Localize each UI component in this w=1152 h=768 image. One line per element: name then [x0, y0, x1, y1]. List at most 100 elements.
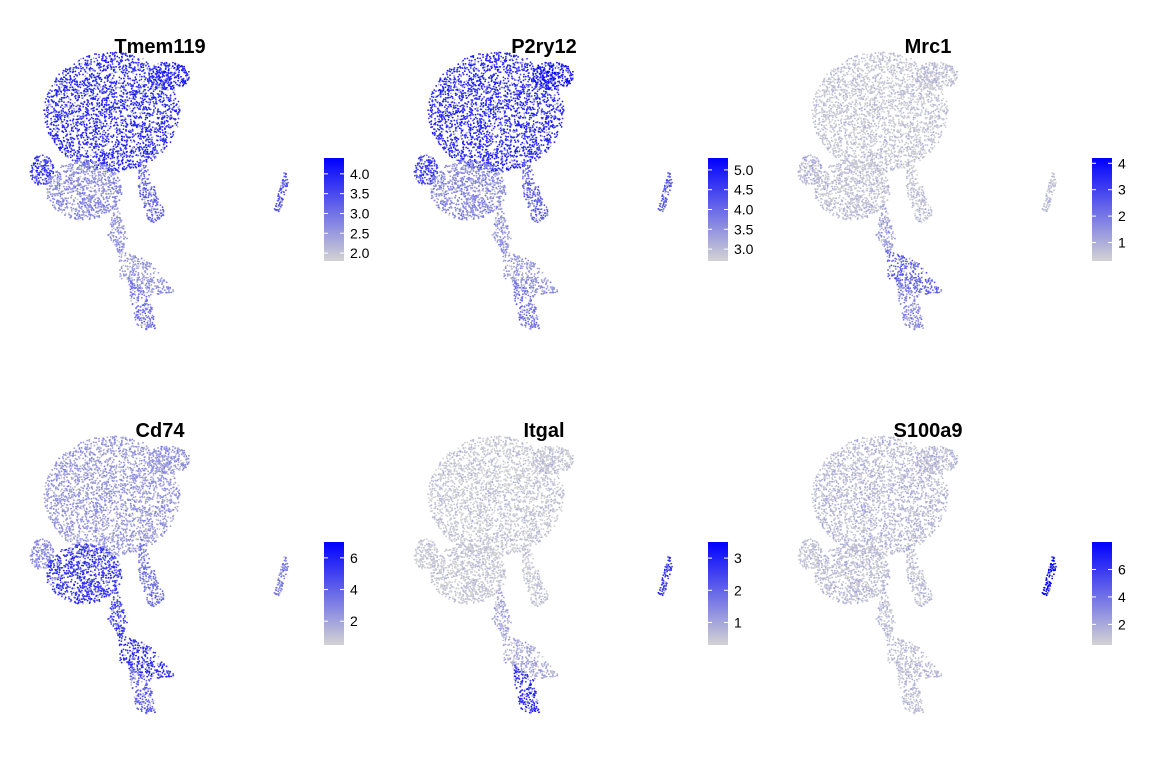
umap-points — [29, 51, 289, 331]
cell-point — [143, 206, 146, 209]
cell-point — [173, 105, 176, 108]
cell-point — [153, 130, 156, 133]
cell-point — [92, 89, 94, 91]
cell-point — [76, 193, 79, 196]
cell-point — [64, 68, 67, 70]
cell-point — [62, 139, 65, 142]
cell-point — [90, 84, 93, 87]
cell-point — [140, 296, 143, 299]
cell-point — [183, 65, 186, 68]
cell-point — [118, 107, 121, 109]
cell-point — [116, 151, 119, 153]
cell-point — [165, 63, 168, 66]
cell-point — [79, 123, 81, 125]
cell-point — [81, 94, 83, 97]
cell-point — [116, 207, 119, 210]
cell-point — [122, 264, 125, 267]
cell-point — [59, 176, 62, 178]
cell-point — [87, 105, 89, 108]
cell-point — [66, 179, 69, 182]
cell-point — [132, 270, 135, 272]
cell-point — [86, 159, 88, 162]
cell-point — [172, 99, 175, 102]
cell-point — [138, 122, 141, 125]
cell-point — [164, 128, 166, 131]
cell-point — [71, 71, 74, 74]
cell-point — [73, 162, 76, 165]
cell-point — [98, 130, 100, 133]
cell-point — [102, 174, 105, 176]
cell-point — [43, 160, 45, 162]
cell-point — [510, 99, 513, 102]
cell-point — [70, 181, 72, 184]
cell-point — [63, 126, 66, 129]
cell-point — [126, 82, 129, 85]
cell-point — [167, 97, 170, 99]
cell-point — [77, 118, 80, 121]
cell-point — [168, 124, 171, 127]
cell-point — [82, 84, 85, 87]
cell-point — [84, 204, 86, 207]
cell-point — [86, 93, 88, 95]
cell-point — [107, 61, 110, 64]
cell-point — [103, 114, 106, 116]
cell-point — [133, 79, 136, 82]
cell-point — [81, 83, 83, 86]
cell-point — [57, 203, 60, 206]
cell-point — [82, 112, 85, 115]
cell-point — [79, 70, 82, 72]
cell-point — [80, 102, 82, 104]
cell-point — [109, 57, 111, 59]
cell-point — [60, 98, 63, 101]
cell-point — [120, 231, 123, 234]
cell-point — [77, 98, 79, 101]
cell-point — [84, 110, 87, 113]
cell-point — [95, 156, 98, 159]
cell-point — [57, 85, 60, 88]
cell-point — [84, 166, 87, 168]
cell-point — [76, 160, 79, 163]
cell-point — [94, 70, 96, 72]
cell-point — [164, 93, 167, 96]
cell-point — [155, 156, 157, 159]
cell-point — [177, 117, 180, 120]
cell-point — [55, 181, 58, 183]
cell-point — [124, 139, 126, 142]
cell-point — [42, 182, 45, 185]
cell-point — [109, 188, 111, 191]
cell-point — [125, 147, 128, 150]
cell-point — [146, 324, 149, 327]
cell-point — [145, 95, 148, 98]
cell-point — [123, 155, 125, 158]
cell-point — [77, 138, 79, 140]
cell-point — [113, 217, 116, 220]
cell-point — [148, 112, 151, 115]
cell-point — [131, 285, 134, 288]
cell-point — [148, 115, 151, 117]
cell-point — [48, 157, 51, 160]
cell-point — [57, 139, 60, 142]
cell-point — [116, 247, 119, 250]
cell-point — [137, 309, 140, 311]
cell-point — [172, 117, 175, 120]
cell-point — [133, 255, 135, 258]
cell-point — [439, 124, 442, 127]
cell-point — [141, 148, 144, 150]
cell-point — [100, 122, 103, 125]
cell-point — [103, 161, 105, 164]
cell-point — [105, 193, 107, 195]
cell-point — [63, 90, 66, 93]
cell-point — [84, 59, 87, 62]
cell-point — [144, 144, 147, 147]
cell-point — [63, 84, 66, 87]
cell-point — [52, 188, 55, 191]
cell-point — [145, 170, 148, 173]
cell-point — [140, 257, 143, 260]
cell-point — [82, 203, 84, 206]
cell-point — [91, 72, 93, 75]
cell-point — [70, 123, 72, 126]
cell-point — [152, 71, 155, 74]
cell-point — [137, 66, 139, 68]
cell-point — [165, 134, 167, 137]
cell-point — [180, 65, 183, 67]
